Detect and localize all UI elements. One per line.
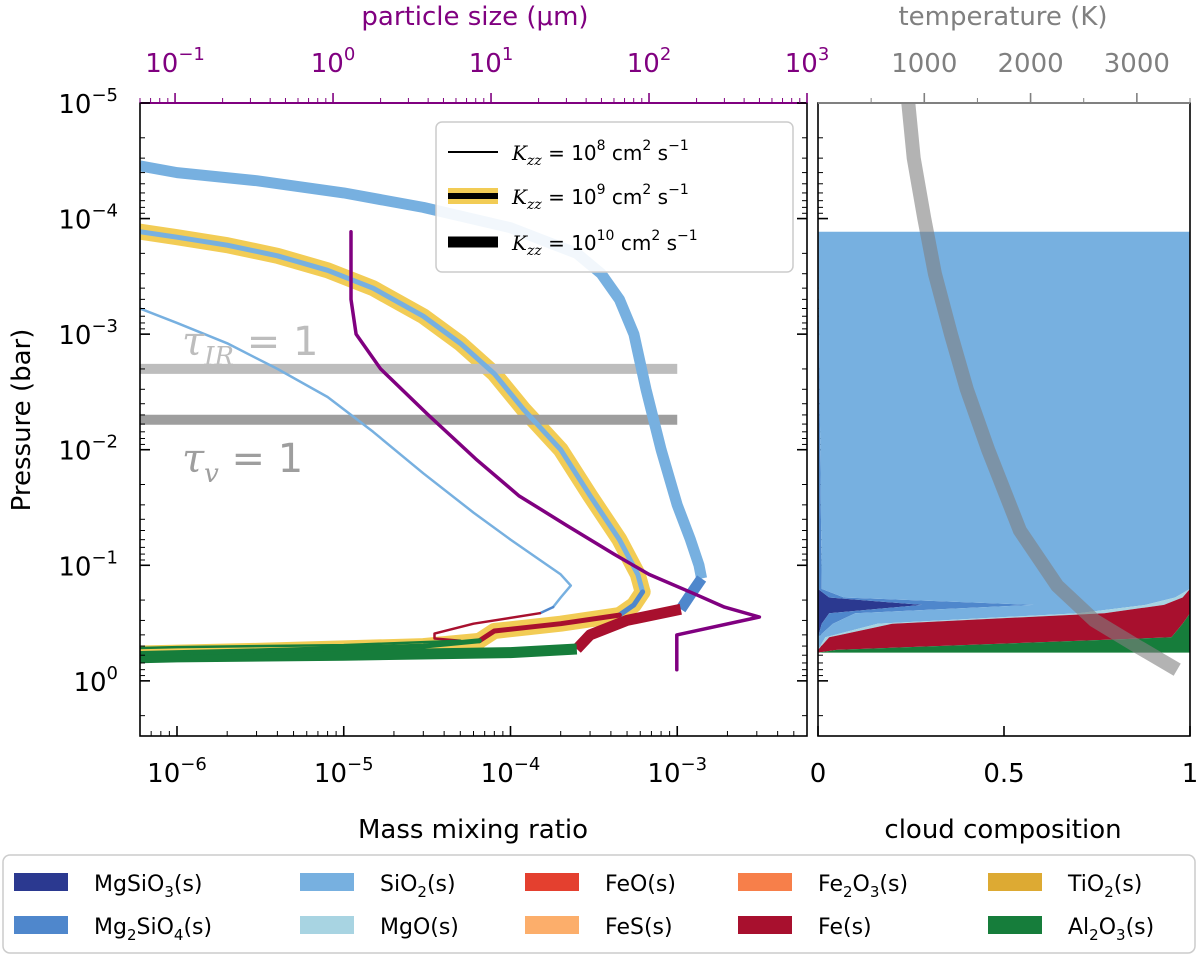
y-tick-label: 10−1 (58, 547, 118, 582)
particle-size-tick-label: 101 (469, 44, 514, 79)
temperature-profile (901, 103, 1181, 676)
particle-size-tick-label: 100 (311, 44, 356, 79)
series-line-sio2-4 (140, 229, 646, 595)
x-tick-label: 10−5 (314, 754, 374, 789)
species-label-feo: FeO(s) (605, 872, 676, 897)
right-x-tick-label: 1 (1182, 759, 1199, 789)
legend-label-kzz9: Kzz = 109 cm2 s−1 (511, 182, 689, 213)
species-label-mg2sio4: Mg2SiO4(s) (94, 915, 212, 944)
y-tick-label: 100 (73, 663, 118, 698)
x-tick-label: 10−6 (147, 754, 207, 789)
left-x-axis-title: Mass mixing ratio (358, 815, 588, 845)
series-line-sio2-0 (140, 160, 707, 580)
legend-label-kzz8: Kzz = 108 cm2 s−1 (511, 138, 689, 169)
species-label-mgo: MgO(s) (380, 915, 459, 940)
right-panel: 0 0.5 1 1000 2000 3000 cloud composition temp… (810, 2, 1199, 845)
x-tick-label: 10−3 (647, 754, 707, 789)
highlight-4 (140, 223, 651, 600)
series-line-al2o3-11 (140, 639, 462, 650)
species-label-sio2: SiO2(s) (380, 872, 456, 901)
series-line-al2o3-7 (140, 638, 482, 656)
species-label-fe: Fe(s) (818, 915, 872, 940)
series-line-fe-2 (572, 603, 682, 653)
temperature-tick-label: 1000 (891, 49, 957, 79)
species-swatch-mgsio3 (14, 873, 68, 891)
series-line-fe-6 (476, 612, 622, 644)
tau-ir-label: τIR = 1 (182, 319, 318, 372)
composition-area-sio2 (818, 231, 1190, 653)
composition-area-mgsio3 (818, 231, 923, 653)
particle-size-tick-label: 10−1 (145, 44, 205, 79)
species-label-mgsio3: MgSiO3(s) (94, 872, 203, 901)
right-x-tick-label: 0 (810, 759, 827, 789)
temperature-axis-title: temperature (K) (898, 2, 1107, 32)
y-tick-label: 10−4 (58, 201, 118, 236)
species-swatch-fe2o3 (738, 873, 792, 891)
left-tick-labels: 10−5 10−4 10−3 10−2 10−1 100 10−6 10−5 10−4 10−3 1… (58, 44, 829, 789)
series-line-al2o3-3 (140, 643, 578, 664)
left-series-lines (140, 160, 762, 672)
y-tick-label: 10−2 (58, 432, 118, 467)
kzz-legend-box (435, 121, 794, 273)
cloud-composition-areas (818, 231, 1190, 653)
species-swatch-sio2 (300, 873, 354, 891)
species-label-fes: FeS(s) (605, 915, 673, 940)
species-swatch-mgo (300, 916, 354, 934)
x-tick-label: 10−4 (481, 754, 541, 789)
composition-area-fe (818, 231, 1190, 653)
species-label-al2o3: Al2O3(s) (1068, 915, 1154, 944)
particle-size-axis-title: particle size (μm) (361, 2, 588, 32)
particle-size-tick-label: 102 (627, 44, 672, 79)
right-x-tick-label: 0.5 (983, 759, 1024, 789)
series-line-sio2-8 (140, 307, 573, 609)
temperature-tick-label: 2000 (997, 49, 1063, 79)
species-swatch-feo (525, 873, 579, 891)
species-swatch-fes (525, 916, 579, 934)
tau-v-label: τv = 1 (182, 436, 303, 489)
right-x-axis-title: cloud composition (884, 815, 1121, 845)
species-swatch-tio2 (988, 873, 1042, 891)
y-tick-label: 10−5 (58, 85, 118, 120)
left-panel: 10−5 10−4 10−3 10−2 10−1 100 10−6 10−5 10−4 10−3 1… (7, 2, 829, 845)
right-ticks (817, 93, 1191, 736)
particle-size-tick-label: 103 (785, 44, 830, 79)
y-axis-title: Pressure (bar) (7, 329, 37, 512)
optical-depth-lines (140, 363, 678, 425)
series-line-purple-12 (349, 229, 762, 672)
species-swatch-fe (738, 916, 792, 934)
species-swatch-mg2sio4 (14, 916, 68, 934)
series-line-mg2sio4-5 (616, 589, 646, 618)
right-tick-labels: 0 0.5 1 1000 2000 3000 (810, 49, 1199, 789)
series-line-mg2sio4-9 (538, 605, 555, 615)
legend-label-kzz10: Kzz = 1010 cm2 s−1 (511, 228, 698, 259)
series-line-mg2sio4-1 (676, 575, 707, 613)
temperature-tick-label: 3000 (1104, 49, 1170, 79)
species-legend: MgSiO3(s) SiO2(s) FeO(s) Fe2O3(s) TiO2(s) Mg2… (2, 854, 1196, 954)
kzz-legend: Kzz = 108 cm2 s−1 Kzz = 109 cm2 s−1 Kzz … (435, 121, 794, 273)
species-label-tio2: TiO2(s) (1067, 872, 1142, 901)
series-line-fe-10 (433, 611, 542, 643)
species-label-fe2o3: Fe2O3(s) (818, 872, 908, 901)
temperature-profile-line (901, 103, 1181, 676)
y-tick-label: 10−3 (58, 316, 118, 351)
species-swatch-al2o3 (988, 916, 1042, 934)
